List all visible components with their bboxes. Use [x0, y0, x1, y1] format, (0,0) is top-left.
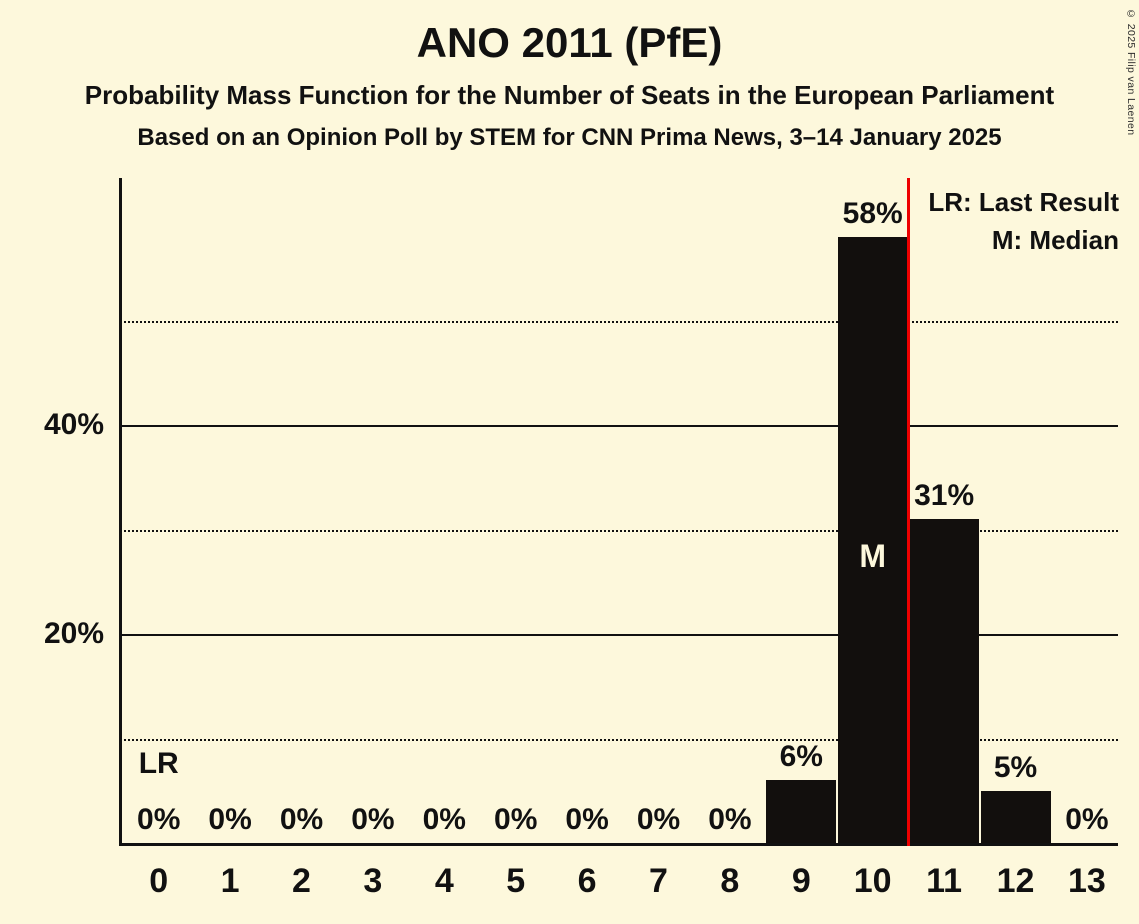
bar-value-label-seat-7: 0%: [636, 803, 681, 836]
bar-value-label-seat-0: 0%: [137, 803, 181, 836]
x-tick-label-0: 0: [149, 862, 169, 900]
copyright-notice: © 2025 Filip van Laenen: [1125, 8, 1137, 136]
bar-value-label-seat-6: 0%: [565, 803, 609, 836]
gridline-20pct: [119, 634, 1118, 636]
gridline-50pct: [119, 320, 1118, 323]
title-block: ANO 2011 (PfE) Probability Mass Function…: [0, 0, 1139, 150]
bar-value-label-seat-1: 0%: [208, 803, 252, 836]
chart-source-line: Based on an Opinion Poll by STEM for CNN…: [137, 124, 1002, 151]
bar-value-label-seat-9: 6%: [779, 740, 823, 774]
x-tick-label-9: 9: [791, 862, 811, 900]
gridline-40pct: [119, 425, 1118, 427]
bar-value-label-seat-12: 5%: [993, 750, 1038, 784]
x-tick-label-10: 10: [853, 862, 892, 900]
legend-item-median: M: Median: [991, 224, 1119, 255]
bar-value-label-seat-10: 58%: [842, 196, 903, 230]
y-tick-label-20pct: 20%: [43, 617, 104, 650]
legend-item-last-result: LR: Last Result: [928, 187, 1119, 217]
y-axis-labels: 20% 40%: [0, 0, 112, 924]
x-tick-label-8: 8: [720, 862, 740, 900]
x-tick-label-11: 11: [926, 862, 963, 900]
y-axis-line: [119, 178, 122, 846]
chart-legend: LR: Last Result M: Median: [928, 184, 1119, 259]
last-result-marker: LR: [138, 747, 179, 780]
plot-area: 0% 0% 0% 0% 0% 0% 0% 0% 0% 6% 58% 31% 5% 0% LR M: [119, 178, 1118, 846]
bar-seat-11: [909, 519, 980, 843]
x-tick-label-2: 2: [292, 862, 311, 900]
x-tick-label-3: 3: [363, 862, 383, 900]
gridline-30pct: [119, 529, 1118, 532]
bar-seat-12: [980, 790, 1051, 843]
x-tick-label-4: 4: [434, 862, 454, 900]
x-tick-label-5: 5: [506, 862, 526, 900]
x-tick-label-6: 6: [577, 862, 597, 900]
chart-title: ANO 2011 (PfE): [416, 19, 723, 66]
median-marker: M: [859, 537, 887, 574]
bar-seat-10: [837, 236, 908, 843]
bar-value-label-seat-3: 0%: [351, 803, 395, 836]
gridline-10pct: [119, 738, 1118, 741]
x-tick-label-13: 13: [1067, 862, 1106, 900]
x-tick-label-7: 7: [649, 862, 668, 900]
bar-value-label-seat-11: 31%: [914, 479, 975, 513]
bar-value-label-seat-4: 0%: [422, 803, 466, 836]
bar-value-label-seat-2: 0%: [279, 803, 324, 836]
x-axis-labels: 0 1 2 3 4 5 6 7 8 9 10 11 12 13: [119, 862, 1118, 922]
bar-value-label-seat-8: 0%: [708, 803, 752, 836]
x-tick-label-1: 1: [220, 862, 240, 900]
bar-seat-9: [766, 780, 837, 843]
x-tick-label-12: 12: [996, 862, 1035, 900]
bar-value-label-seat-5: 0%: [494, 803, 538, 836]
chart-subtitle: Probability Mass Function for the Number…: [84, 80, 1055, 110]
y-tick-label-40pct: 40%: [43, 408, 104, 441]
bar-value-label-seat-13: 0%: [1065, 803, 1109, 836]
x-axis-line: [119, 843, 1118, 846]
median-line: [906, 178, 910, 846]
